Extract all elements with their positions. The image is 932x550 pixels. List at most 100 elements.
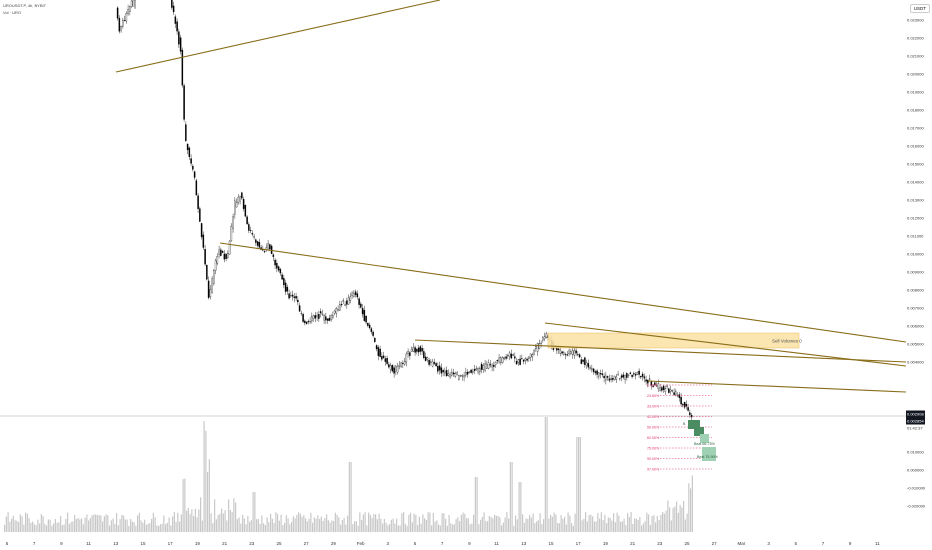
volume-bar — [165, 524, 167, 532]
volume-bar — [327, 520, 329, 532]
candle-body — [620, 375, 623, 378]
volume-bar — [313, 517, 315, 532]
candle-body — [601, 373, 604, 376]
volume-bar — [270, 513, 272, 532]
candle-body — [400, 362, 402, 367]
volume-bar — [347, 515, 349, 532]
candle-body — [312, 315, 315, 319]
candle-body — [465, 372, 467, 376]
candle-body — [435, 363, 437, 367]
volume-bar — [61, 525, 63, 532]
candle-body — [568, 350, 570, 355]
candle-body — [216, 256, 219, 264]
volume-bar — [480, 519, 482, 532]
candle-body — [566, 354, 569, 356]
volume-bar — [523, 522, 525, 532]
volume-bar — [343, 517, 345, 532]
volume-bar — [583, 518, 585, 532]
sell-volume-zone[interactable] — [547, 332, 800, 349]
volume-bar — [56, 522, 58, 532]
time-tick: Feb — [356, 541, 365, 546]
volume-bar — [67, 512, 69, 532]
candle-body — [186, 143, 189, 151]
currency-badge[interactable]: USDT — [909, 4, 930, 13]
candle-body — [178, 31, 180, 45]
volume-bar — [445, 518, 447, 532]
trendlines[interactable] — [115, 0, 906, 393]
volume-bar — [271, 518, 273, 532]
volume-bar — [464, 513, 466, 532]
volume-bar — [47, 519, 49, 532]
candle-body — [304, 320, 306, 324]
volume-bar — [397, 525, 399, 532]
candle-body — [442, 370, 444, 373]
time-tick: 5 — [5, 541, 9, 546]
volume-bar — [26, 513, 28, 532]
fib-level-label: 42.00% — [647, 415, 660, 419]
volume-bar — [439, 525, 441, 532]
price-chart[interactable]: Sell Volumes 0 0.00% 23.60% 33.00% 42.00% 50… — [0, 0, 906, 536]
candle-body — [524, 358, 527, 361]
volume-bar — [161, 523, 163, 532]
time-tick: 3 — [386, 541, 390, 546]
volume-bar — [163, 515, 165, 532]
volume-bar — [119, 519, 121, 532]
volume-bar — [158, 525, 160, 532]
volume-bar — [205, 430, 207, 532]
volume-bar — [117, 525, 119, 532]
time-tick: 23 — [249, 541, 255, 546]
volume-bar — [534, 523, 536, 532]
time-scale[interactable]: 5 7 9 11 13 15 17 19 21 23 25 27 29 Feb 3 5 7 9 11 13 15 17 19… — [0, 536, 932, 550]
price-scale[interactable]: USDT 0.023000 0.022000 0.021000 0.020000 0.0… — [906, 0, 932, 536]
volume-bar — [621, 521, 623, 532]
candle-body — [629, 372, 632, 374]
volume-bar — [410, 512, 412, 532]
volume-bar — [131, 521, 133, 532]
volume-bar — [46, 525, 48, 532]
volume-bar — [425, 519, 427, 532]
candle-body — [220, 249, 222, 256]
volume-bar — [590, 514, 592, 532]
volume-bar — [137, 515, 139, 532]
target-label-66-75: Beat 66-75% — [694, 442, 716, 446]
volume-bar — [196, 517, 198, 532]
candle-body — [244, 205, 247, 217]
volume-bar — [390, 519, 392, 532]
volume-bar — [481, 516, 483, 532]
volume-bar — [65, 518, 67, 532]
volume-bar — [399, 525, 401, 532]
volume-bar — [175, 521, 177, 532]
candle-body — [239, 196, 241, 202]
volume-bar — [198, 509, 200, 532]
volume-bar — [305, 518, 307, 532]
price-tick: 0.012000 — [907, 215, 924, 221]
candle-body — [284, 282, 287, 292]
volume-bar — [502, 522, 504, 532]
volume-bar — [655, 522, 657, 532]
candle-body — [452, 372, 455, 375]
volume-bar — [611, 520, 613, 532]
volume-bar — [553, 512, 555, 532]
volume-bar — [294, 518, 296, 532]
volume-bar — [21, 516, 23, 532]
candle-body — [200, 223, 203, 238]
candle-body — [414, 347, 416, 353]
sell-zone-label: Sell Volumes 0 — [772, 339, 802, 344]
volume-bar — [42, 516, 44, 532]
candle-body — [361, 308, 364, 315]
volume-bar — [172, 516, 174, 532]
candle-body — [297, 299, 299, 303]
trendline-channel — [414, 339, 906, 363]
volume-bar — [361, 519, 363, 532]
volume-bar — [333, 520, 335, 532]
volume-bar — [364, 512, 366, 532]
volume-bar — [280, 514, 282, 532]
candle-body — [522, 359, 525, 362]
target-boxes[interactable]: B Beat 66-75% Beat 75-90% — [683, 420, 719, 461]
volume-bar — [632, 523, 634, 532]
volume-bar — [509, 462, 511, 532]
candle-body — [171, 0, 173, 8]
volume-bar — [623, 518, 625, 532]
volume-bar — [19, 514, 21, 532]
volume-bar — [642, 523, 644, 532]
